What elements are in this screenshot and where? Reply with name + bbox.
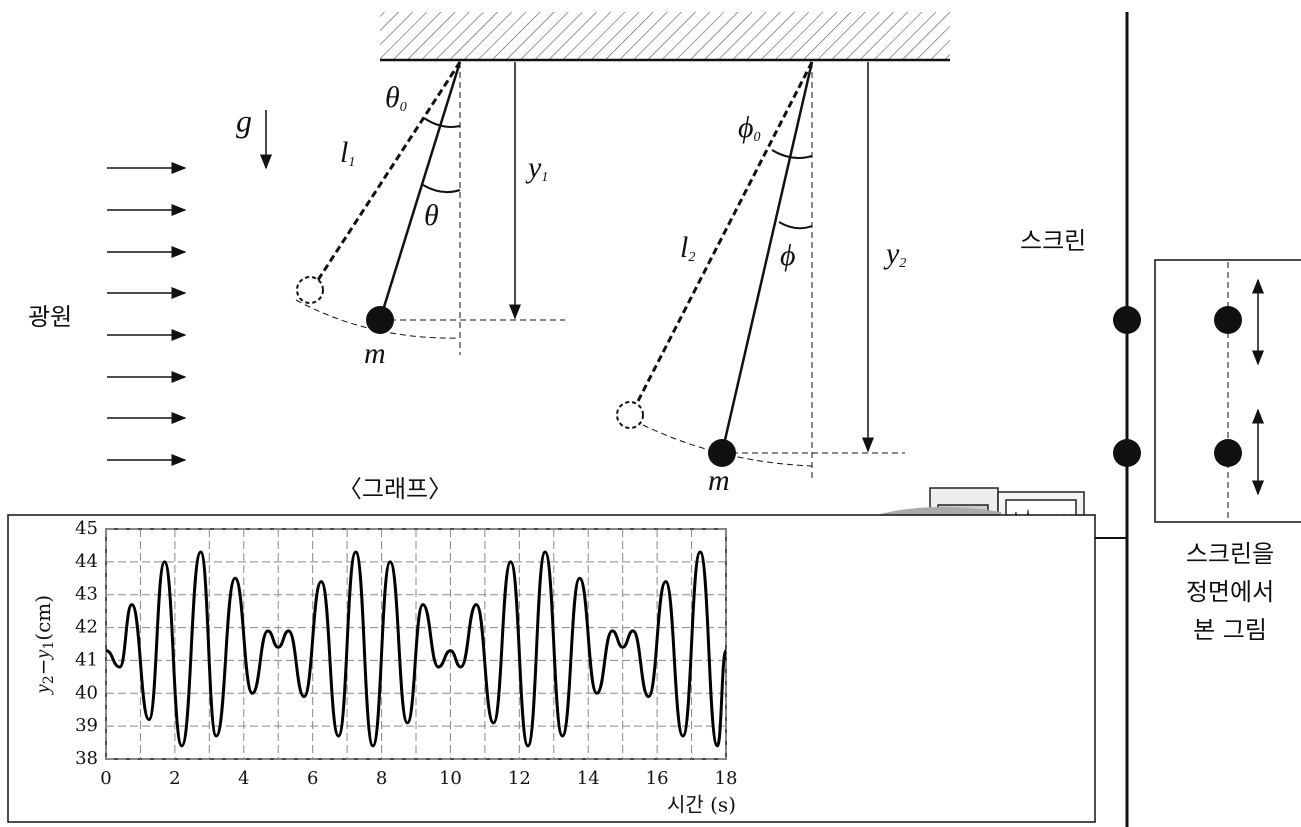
gravity-label: g (236, 102, 252, 138)
screen-label: 스크린 (1020, 227, 1086, 255)
x-tick-label: 14 (577, 768, 600, 789)
angle-arc (779, 222, 812, 228)
height-label: y1 (525, 151, 548, 185)
pendulum-2: l2 ϕ0 ϕ y2 m (617, 62, 906, 497)
ceiling (380, 12, 950, 60)
light-source-label: 광원 (28, 303, 72, 331)
y-tick-label: 43 (75, 584, 98, 605)
mass-label: m (708, 464, 730, 497)
caption-line: 스크린을 (1186, 540, 1274, 568)
x-tick-label: 0 (100, 768, 111, 789)
pendulum-1: l1 θ0 θ y1 m (296, 62, 565, 370)
initial-angle-label: ϕ0 (738, 111, 761, 145)
y-tick-label: 44 (75, 551, 98, 572)
length-label: l2 (680, 231, 695, 265)
angle-arc (423, 185, 460, 192)
angle-label: θ (424, 199, 439, 232)
string (722, 62, 812, 453)
angle-label: ϕ (780, 239, 796, 272)
figure: 광원 g l1 θ0 θ y1 m l2 ϕ0 ϕ y2 m (0, 0, 1301, 827)
x-tick-label: 12 (508, 768, 531, 789)
y-tick-label: 39 (75, 715, 98, 736)
caption-line: 정면에서 (1186, 578, 1274, 606)
initial-string (636, 62, 812, 405)
shadow (1214, 439, 1242, 467)
y-tick-label: 45 (75, 518, 98, 539)
mass-label: m (364, 337, 386, 370)
y-tick-label: 38 (75, 748, 98, 769)
x-tick-label: 16 (646, 768, 669, 789)
y-tick-label: 40 (75, 682, 98, 703)
initial-bob (297, 277, 323, 303)
initial-angle-label: θ0 (385, 81, 407, 115)
length-label: l1 (340, 136, 355, 170)
chart-title: 〈그래프〉 (338, 475, 452, 503)
shadow (1214, 306, 1242, 334)
x-tick-label: 2 (169, 768, 180, 789)
x-tick-label: 6 (307, 768, 318, 789)
caption-line: 본 그림 (1193, 616, 1267, 644)
x-tick-label: 10 (439, 768, 462, 789)
x-tick-label: 18 (715, 768, 738, 789)
y-tick-label: 41 (75, 649, 98, 670)
y-tick-label: 42 (75, 617, 98, 638)
initial-bob (617, 402, 643, 428)
x-axis-label: 시간 (s) (667, 793, 736, 817)
shadow (1113, 306, 1141, 334)
x-tick-label: 8 (376, 768, 387, 789)
light-rays (107, 168, 185, 460)
height-label: y2 (883, 237, 906, 271)
shadow (1113, 439, 1141, 467)
x-tick-label: 4 (238, 768, 249, 789)
